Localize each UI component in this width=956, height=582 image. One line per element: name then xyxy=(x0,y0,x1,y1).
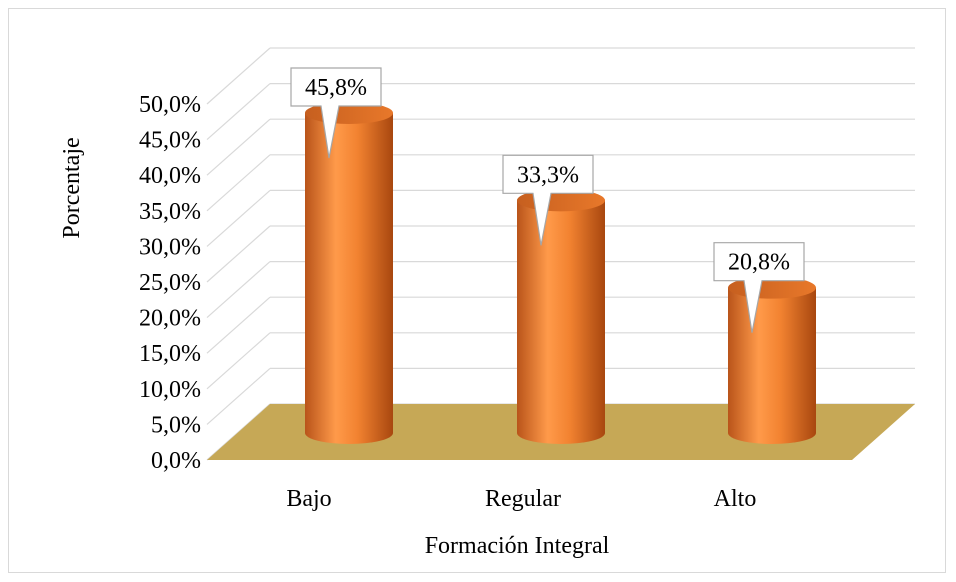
gridline-diagonal xyxy=(206,154,271,212)
y-tick-label: 45,0% xyxy=(139,128,201,154)
y-tick-label: 30,0% xyxy=(139,234,201,260)
gridline-diagonal xyxy=(206,83,271,141)
gridline-diagonal xyxy=(206,225,271,283)
gridline-diagonal xyxy=(206,261,271,319)
x-axis-ticks: Bajo Regular Alto xyxy=(286,486,756,512)
bar-alto xyxy=(728,276,816,444)
y-tick-label: 35,0% xyxy=(139,199,201,225)
y-tick-label: 50,0% xyxy=(139,92,201,118)
y-tick-label: 10,0% xyxy=(139,377,201,403)
x-tick-label: Alto xyxy=(714,486,757,512)
gridline-diagonal xyxy=(206,47,271,105)
y-tick-label: 5,0% xyxy=(151,412,201,438)
gridline-diagonal xyxy=(206,296,271,354)
callout-box xyxy=(290,67,382,159)
callout-box xyxy=(713,242,805,333)
bar-regular xyxy=(517,189,605,444)
x-tick-label: Regular xyxy=(485,486,561,512)
bar-body xyxy=(728,287,816,444)
data-label: 45,8% xyxy=(305,75,367,101)
data-label-callout: 45,8% xyxy=(290,67,382,159)
bar-bajo xyxy=(305,102,393,444)
y-tick-label: 0,0% xyxy=(151,448,201,474)
bars: 45,8% 33,3% 20,8% xyxy=(290,67,816,444)
bar-body xyxy=(305,113,393,444)
x-axis-label: Formación Integral xyxy=(425,533,610,559)
gridline-diagonal xyxy=(206,118,271,176)
y-tick-label: 20,0% xyxy=(139,306,201,332)
x-tick-label: Bajo xyxy=(286,486,331,512)
y-tick-label: 25,0% xyxy=(139,270,201,296)
y-axis-ticks: 0,0% 5,0% 10,0% 15,0% 20,0% 25,0% 30,0% 35,0% 40… xyxy=(139,92,201,474)
gridline-diagonal xyxy=(206,189,271,247)
gridline-diagonal xyxy=(206,367,271,425)
data-label-callout: 33,3% xyxy=(502,154,594,246)
gridline-diagonal xyxy=(206,332,271,390)
y-tick-label: 15,0% xyxy=(139,341,201,367)
y-axis-label: Porcentaje xyxy=(59,137,85,238)
data-label: 33,3% xyxy=(517,162,579,188)
bar-body xyxy=(517,200,605,444)
callout-box xyxy=(502,154,594,246)
data-label: 20,8% xyxy=(728,250,790,276)
data-label-callout: 20,8% xyxy=(713,242,805,333)
y-tick-label: 40,0% xyxy=(139,163,201,189)
